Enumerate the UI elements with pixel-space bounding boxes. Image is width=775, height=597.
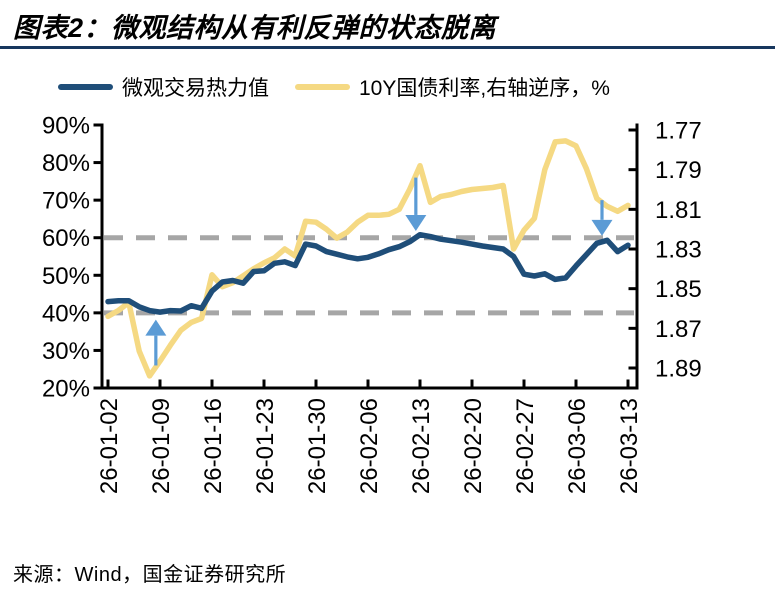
x-axis-label: 26-03-13 [616, 398, 643, 494]
arrow-head [405, 214, 427, 231]
x-axis-label: 26-01-23 [252, 398, 279, 494]
axis-tick-labels: 90% 80% 70% 60% 50% 40% 30% 20% 1.77 1.79 1.81 1.83… [42, 113, 702, 495]
legend-line-swatch-yellow [295, 84, 350, 90]
series-heat-line [105, 231, 631, 315]
left-axis-label: 20% [42, 376, 90, 403]
right-axis-label: 1.87 [655, 316, 702, 343]
x-axis-label: 26-02-27 [512, 398, 539, 494]
right-axis-label: 1.83 [655, 237, 702, 264]
legend-label-heat: 微观交易热力值 [122, 77, 269, 100]
x-axis-label: 26-03-06 [564, 398, 591, 494]
right-axis-label: 1.89 [655, 356, 702, 383]
legend-line-swatch-blue [58, 84, 113, 90]
arrow-head [145, 319, 167, 336]
annotation-arrow-down [591, 200, 613, 236]
left-axis-label: 70% [42, 188, 90, 215]
right-axis-label: 1.85 [655, 276, 702, 303]
series-yield-line [105, 138, 631, 379]
source-note: 来源：Wind，国金证券研究所 [13, 564, 287, 586]
x-axis-label: 26-01-09 [148, 398, 175, 494]
left-axis-label: 40% [42, 300, 90, 327]
right-axis-label: 1.77 [655, 118, 702, 145]
annotation-arrow-down [405, 177, 427, 231]
x-axis-label: 26-02-06 [356, 398, 383, 494]
left-axis-label: 60% [42, 225, 90, 252]
legend-item-heat: 微观交易热力值 [58, 72, 269, 102]
arrow-head [591, 219, 613, 236]
right-axis-label: 1.81 [655, 197, 702, 224]
left-axis-label: 90% [42, 113, 90, 140]
left-axis-label: 50% [42, 263, 90, 290]
annotation-arrow-up [145, 319, 167, 366]
axis-ticks [93, 123, 637, 390]
legend-item-yield: 10Y国债利率,右轴逆序，% [295, 72, 610, 102]
x-axis-label: 26-01-30 [304, 398, 331, 494]
chart-legend: 微观交易热力值 10Y国债利率,右轴逆序，% [0, 72, 775, 102]
x-axis-label: 26-02-13 [408, 398, 435, 494]
figure-title: 图表2：微观结构从有利反弹的状态脱离 [13, 13, 497, 43]
left-axis-label: 30% [42, 338, 90, 365]
x-axis-label: 26-01-16 [200, 398, 227, 494]
x-axis-label: 26-01-02 [96, 398, 123, 494]
x-axis-label: 26-02-20 [460, 398, 487, 494]
title-rule [0, 46, 775, 49]
right-axis-label: 1.79 [655, 157, 702, 184]
legend-label-yield: 10Y国债利率,右轴逆序，% [359, 77, 610, 100]
left-axis-label: 80% [42, 150, 90, 177]
